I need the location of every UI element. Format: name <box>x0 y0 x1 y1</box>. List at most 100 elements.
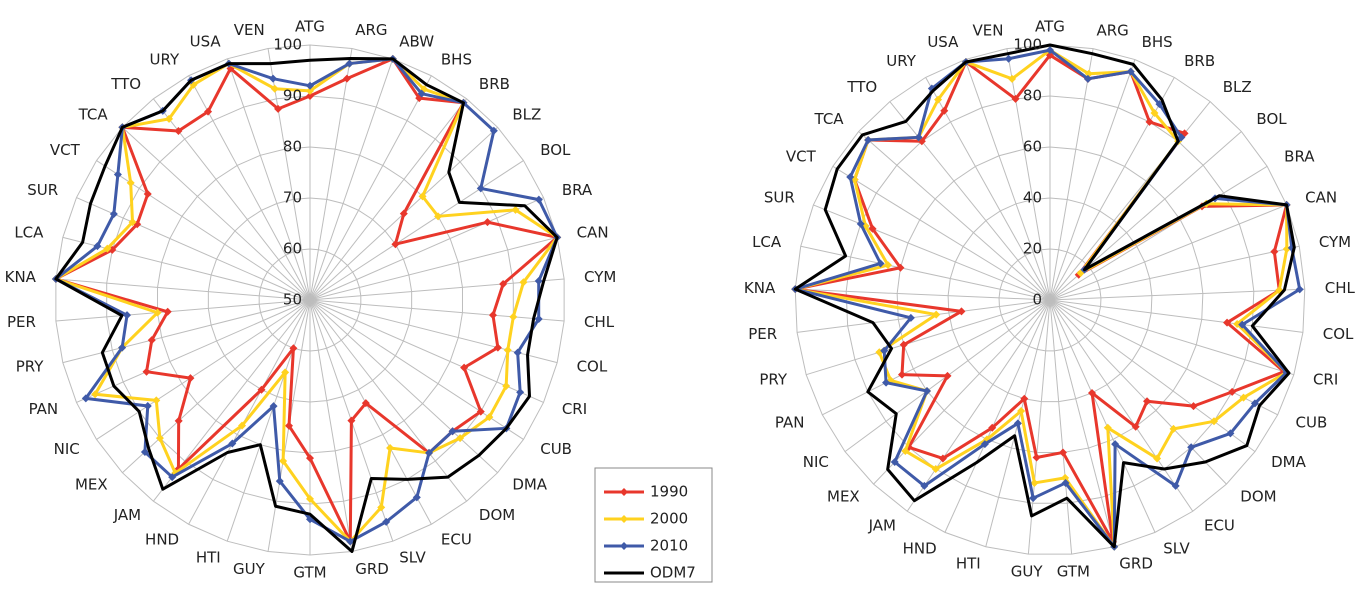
spoke <box>309 299 565 322</box>
data-point <box>864 135 873 144</box>
data-point <box>174 416 183 425</box>
tick-label: 40 <box>1023 189 1042 207</box>
data-point <box>883 261 892 270</box>
category-label: ECU <box>441 531 472 549</box>
data-point <box>346 537 355 546</box>
data-point <box>228 439 237 448</box>
data-point <box>509 312 518 321</box>
legend-label: ODM7 <box>650 564 696 582</box>
spoke <box>925 77 1051 301</box>
data-point <box>274 104 283 113</box>
tick-label: 80 <box>283 138 302 156</box>
data-point <box>93 242 102 251</box>
data-point <box>1058 448 1067 457</box>
category-label: GUY <box>233 560 266 578</box>
spoke <box>1049 299 1194 512</box>
data-point <box>485 413 494 422</box>
data-point <box>269 402 278 411</box>
data-point <box>1030 478 1039 487</box>
spoke <box>1049 299 1115 547</box>
data-point <box>269 74 278 83</box>
data-point <box>1088 388 1097 397</box>
data-point <box>1083 74 1092 83</box>
category-label: BHS <box>441 50 472 68</box>
spoke <box>858 131 1051 301</box>
data-point <box>890 458 899 467</box>
tick-label: 60 <box>1023 138 1042 156</box>
category-label: CYM <box>1319 233 1351 251</box>
data-point <box>534 195 543 204</box>
category-label: BLZ <box>512 106 541 124</box>
data-point <box>345 59 354 68</box>
data-point <box>1084 69 1093 78</box>
data-point <box>163 307 172 316</box>
category-label: TCA <box>78 106 109 124</box>
data-point <box>1153 454 1162 463</box>
data-point <box>1143 397 1152 406</box>
spoke <box>822 299 1051 416</box>
data-point <box>938 454 947 463</box>
grid-ring <box>896 146 1204 453</box>
spoke <box>226 299 311 542</box>
category-label: PRY <box>759 370 788 388</box>
data-point <box>882 378 891 387</box>
data-point <box>856 219 865 228</box>
data-point <box>238 421 247 430</box>
data-point <box>1131 422 1140 431</box>
data-point <box>103 244 112 253</box>
series-line <box>54 57 559 554</box>
category-label: NIC <box>803 453 829 471</box>
category-label: ABW <box>399 32 434 50</box>
category-label: CRI <box>1313 370 1338 388</box>
category-label: ECU <box>1204 517 1235 535</box>
grid-ring <box>794 44 1306 555</box>
data-point <box>1061 478 1070 487</box>
category-label: GUY <box>1011 563 1044 581</box>
category-label: SLV <box>1163 539 1190 557</box>
spoke <box>55 278 311 301</box>
category-label: COL <box>577 358 608 376</box>
data-point <box>483 218 492 227</box>
spoke <box>800 245 1051 301</box>
data-point <box>155 434 164 443</box>
data-point <box>285 421 294 430</box>
data-point <box>516 388 525 397</box>
data-point <box>1187 443 1196 452</box>
category-label: LCA <box>752 233 782 251</box>
data-point <box>361 399 370 408</box>
data-point <box>1011 94 1020 103</box>
spoke <box>1049 299 1278 416</box>
category-label: VEN <box>973 21 1004 39</box>
data-point <box>1226 429 1235 438</box>
data-point <box>1103 423 1112 432</box>
category-label: CUB <box>1296 413 1328 431</box>
legend-box <box>594 467 713 583</box>
data-point <box>1295 285 1304 294</box>
spoke <box>1049 299 1156 533</box>
data-point <box>140 447 149 456</box>
category-label: USA <box>190 32 222 50</box>
data-point <box>513 348 522 357</box>
data-point <box>914 133 923 142</box>
data-point <box>143 401 152 410</box>
spoke <box>1049 299 1303 333</box>
data-point <box>275 477 284 486</box>
data-point <box>868 224 877 233</box>
spoke <box>309 236 558 301</box>
grid-ring <box>947 197 1153 403</box>
spoke <box>76 299 311 403</box>
legend-label: 2010 <box>650 537 688 555</box>
data-point <box>418 192 427 201</box>
category-label: URY <box>886 52 916 70</box>
data-point <box>1239 393 1248 402</box>
series-line <box>793 48 1289 549</box>
series-line <box>793 43 1296 549</box>
grid-ring <box>998 248 1102 352</box>
data-point <box>168 473 177 482</box>
category-label: SLV <box>399 549 426 567</box>
data-point <box>489 126 498 135</box>
category-label: LCA <box>14 223 44 241</box>
spoke <box>309 299 498 474</box>
category-label: CHL <box>1325 279 1356 297</box>
data-point <box>1013 419 1022 428</box>
